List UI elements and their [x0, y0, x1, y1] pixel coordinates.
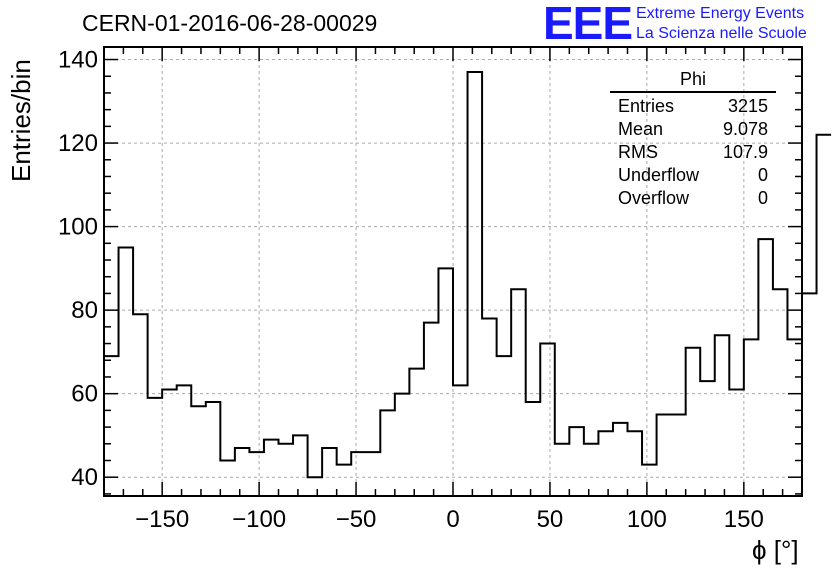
stats-value: 9.078 — [722, 119, 768, 139]
stats-title: Phi — [610, 68, 776, 93]
histogram-bin — [119, 247, 134, 496]
histogram-bin — [351, 452, 366, 496]
histogram-bin — [715, 335, 730, 496]
histogram-bin — [729, 389, 744, 496]
stats-value: 3215 — [727, 96, 768, 116]
histogram-bin — [671, 415, 686, 496]
x-axis-label: ϕ [°] — [752, 535, 799, 565]
histogram-bin — [380, 410, 395, 496]
histogram-bin — [249, 452, 264, 496]
x-tick-label: −50 — [336, 506, 377, 533]
histogram-bin — [511, 289, 526, 496]
plot-frame — [103, 46, 803, 497]
stats-label: Overflow — [618, 188, 690, 208]
histogram-bin — [497, 356, 512, 496]
histogram-bin — [322, 448, 337, 496]
histogram-bin — [279, 444, 294, 496]
eee-logo: EEE — [543, 0, 633, 49]
histogram-bin — [235, 448, 250, 496]
stats-row-entries: Entries 3215 — [610, 95, 776, 118]
x-tick-label: 50 — [537, 506, 564, 533]
stats-row-mean: Mean 9.078 — [610, 118, 776, 141]
run-title: CERN-01-2016-06-28-00029 — [82, 10, 378, 36]
histogram-bin — [773, 289, 788, 496]
histogram-bin — [366, 452, 381, 496]
histogram-bin — [409, 369, 424, 496]
histogram-bin — [598, 431, 613, 496]
histogram-bin — [584, 444, 599, 496]
histogram-bin — [482, 318, 497, 496]
y-tick-label: 120 — [58, 130, 98, 157]
histogram-bin — [628, 431, 643, 496]
stats-label: Underflow — [618, 165, 700, 185]
stats-row-underflow: Underflow 0 — [610, 164, 776, 187]
histogram-bin — [148, 398, 163, 496]
histogram-bin — [468, 72, 483, 496]
histogram-bin — [162, 389, 177, 496]
stats-value: 0 — [757, 165, 768, 185]
histogram-bin — [758, 239, 773, 496]
x-tick-label: −100 — [232, 506, 286, 533]
histogram-bin — [744, 339, 759, 496]
histogram-bin — [526, 402, 541, 496]
histogram-bin — [700, 381, 715, 496]
histogram-bin — [293, 435, 308, 496]
y-tick-label: 60 — [71, 381, 98, 408]
stats-label: Mean — [618, 119, 664, 139]
logo-line-2: La Scienza nelle Scuole — [636, 25, 807, 42]
stats-label: RMS — [618, 142, 658, 162]
histogram-bin — [686, 348, 701, 496]
y-tick-label: 100 — [58, 214, 98, 241]
stats-label: Entries — [618, 96, 675, 116]
tick-labels: −150 −100 −50 0 50 100 150 40 60 80 100 120 140 — [58, 47, 764, 533]
histogram-line — [104, 71, 832, 479]
histogram-bin — [264, 440, 279, 496]
histogram-bin — [424, 323, 439, 496]
x-tick-label: 0 — [446, 506, 459, 533]
histogram-bin — [642, 465, 657, 496]
histogram-bin — [787, 339, 802, 496]
histogram-bin — [177, 385, 192, 496]
histogram-bin — [133, 314, 148, 496]
x-tick-label: 150 — [724, 506, 764, 533]
histogram-bin — [817, 135, 832, 496]
histogram-bin — [540, 344, 555, 496]
stats-row-overflow: Overflow 0 — [610, 187, 776, 210]
histogram-bin — [569, 427, 584, 496]
stats-row-rms: RMS 107.9 — [610, 141, 776, 164]
y-tick-label: 140 — [58, 47, 98, 74]
histogram-bin — [220, 460, 235, 496]
logo-line-1: Extreme Energy Events — [636, 5, 805, 22]
histogram-bin — [613, 423, 628, 496]
histogram-bin — [802, 293, 817, 496]
histogram-bin — [337, 465, 352, 496]
histogram-bin — [657, 415, 672, 496]
histogram-bin — [206, 402, 221, 496]
y-tick-label: 80 — [71, 297, 98, 324]
histogram-bin — [555, 444, 570, 496]
x-tick-label: −150 — [135, 506, 189, 533]
stats-value: 107.9 — [722, 142, 768, 162]
x-tick-label: 100 — [627, 506, 667, 533]
histogram-bin — [191, 406, 206, 496]
histogram-bin — [308, 477, 323, 496]
stats-value: 0 — [757, 188, 768, 208]
histogram-bin — [395, 394, 410, 496]
histogram — [104, 71, 832, 496]
histogram-bin — [438, 268, 453, 496]
stats-box: Phi Entries 3215 Mean 9.078 RMS 107.9 Un… — [610, 68, 776, 210]
histogram-bin — [453, 385, 468, 496]
y-axis-label: Entries/bin — [6, 59, 36, 182]
y-tick-label: 40 — [71, 464, 98, 491]
